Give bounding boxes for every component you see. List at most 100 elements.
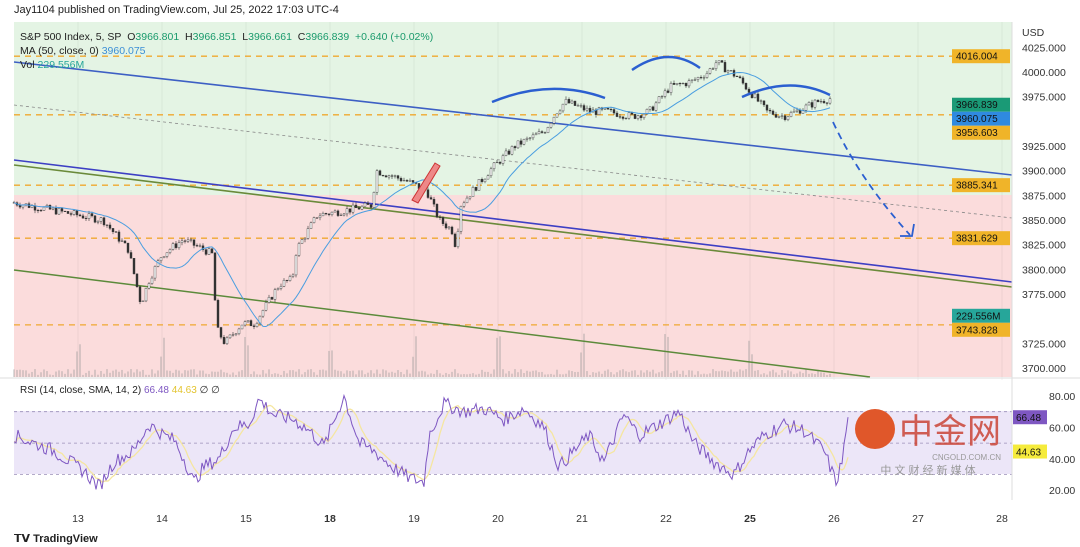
candle [651,105,655,111]
price-tag: 3743.828 [952,322,1010,337]
volume-bar [730,369,732,377]
candle-body [465,197,469,204]
vol-legend[interactable]: Vol 229.556M [20,58,433,72]
volume-bar [196,374,198,377]
candle [558,109,562,115]
candle-body [231,334,235,336]
volume-bar [337,370,339,377]
candle-body [165,252,169,257]
candle [219,326,223,340]
volume-bar [106,369,108,377]
candle [699,75,703,80]
candle-body [447,226,451,229]
candle-body [135,273,139,288]
candle-body [75,210,79,216]
volume-bar [214,371,216,377]
candle-body [387,175,391,178]
candle [288,274,292,282]
candle [228,334,232,339]
candle [192,239,196,249]
volume-bar [367,372,369,377]
candle [408,178,412,182]
candle-body [54,207,58,215]
volume-bar [376,369,378,377]
volume-bar [793,374,795,377]
volume-bar [238,371,240,377]
candle [462,200,466,209]
candle-body [687,80,691,87]
candle-body [63,210,67,212]
volume-bar [94,369,96,377]
price-tag-bg [952,308,1010,323]
volume-bar [715,371,717,377]
open-label: O [127,31,136,43]
volume-bar [568,370,570,377]
x-axis-label: 25 [744,513,756,525]
price-tag-label: 3956.603 [956,128,998,139]
candle [153,265,157,281]
publisher-caption: Jay1104 published on TradingView.com, Ju… [14,4,339,16]
candle-body [384,175,388,178]
candle-body [726,70,730,73]
volume-bar [82,374,84,377]
price-tag-bg [952,178,1010,193]
tradingview-logo[interactable]: 𝗧𝗩 TradingView [14,532,98,545]
candle [102,216,106,227]
volume-bar [163,337,165,377]
candle [405,179,409,182]
rsi-axis-label: 20.00 [1049,485,1075,497]
candle-body [294,255,298,276]
candle [723,59,727,73]
price-tag-label: 3885.341 [956,181,998,192]
candle-body [303,238,307,240]
volume-bar [79,344,81,377]
candle [549,122,553,129]
candle-body [672,83,676,85]
volume-bar [517,372,519,377]
candle [450,225,454,236]
volume-bar [73,369,75,377]
symbol-label[interactable]: S&P 500 Index, 5, SP [20,31,122,43]
price-tag-bg [952,111,1010,126]
candle-body [117,231,121,242]
volume-bar [121,369,123,377]
candle [552,116,556,126]
candle [684,82,688,88]
candle-body [153,266,157,279]
candle [759,99,763,105]
volume-bar [373,373,375,377]
ma-legend[interactable]: MA (50, close, 0) 3960.075 [20,44,433,58]
candle [747,87,751,93]
candle-body [393,175,397,177]
rsi-legend[interactable]: RSI (14, close, SMA, 14, 2) 66.48 44.63 … [20,385,220,396]
candle [735,75,739,77]
volume-bar [586,371,588,377]
y-axis-label: 3925.000 [1022,141,1066,153]
candle-body [759,100,763,102]
volume-bar [613,374,615,377]
candle [165,252,169,259]
volume-bar [499,336,501,377]
candle-body [741,77,745,84]
change-value: +0.640 (+0.02%) [355,31,434,43]
candle-body [498,161,502,164]
candle [648,106,652,112]
brand-label: TradingView [33,533,98,545]
candle-body [717,60,721,64]
volume-bar [757,370,759,377]
ma-line [13,71,831,328]
volume-bar [490,373,492,377]
candle-body [573,100,577,106]
price-tag-bg [952,125,1010,140]
candle-body [474,187,478,191]
volume-bar [88,370,90,377]
candle-body [168,249,172,253]
candle [333,209,337,213]
candle-body [813,99,817,108]
volume-bar [28,373,30,377]
volume-bar [343,373,345,377]
candle-body [561,103,565,112]
candle-body [546,127,550,133]
candle-body [402,180,406,182]
